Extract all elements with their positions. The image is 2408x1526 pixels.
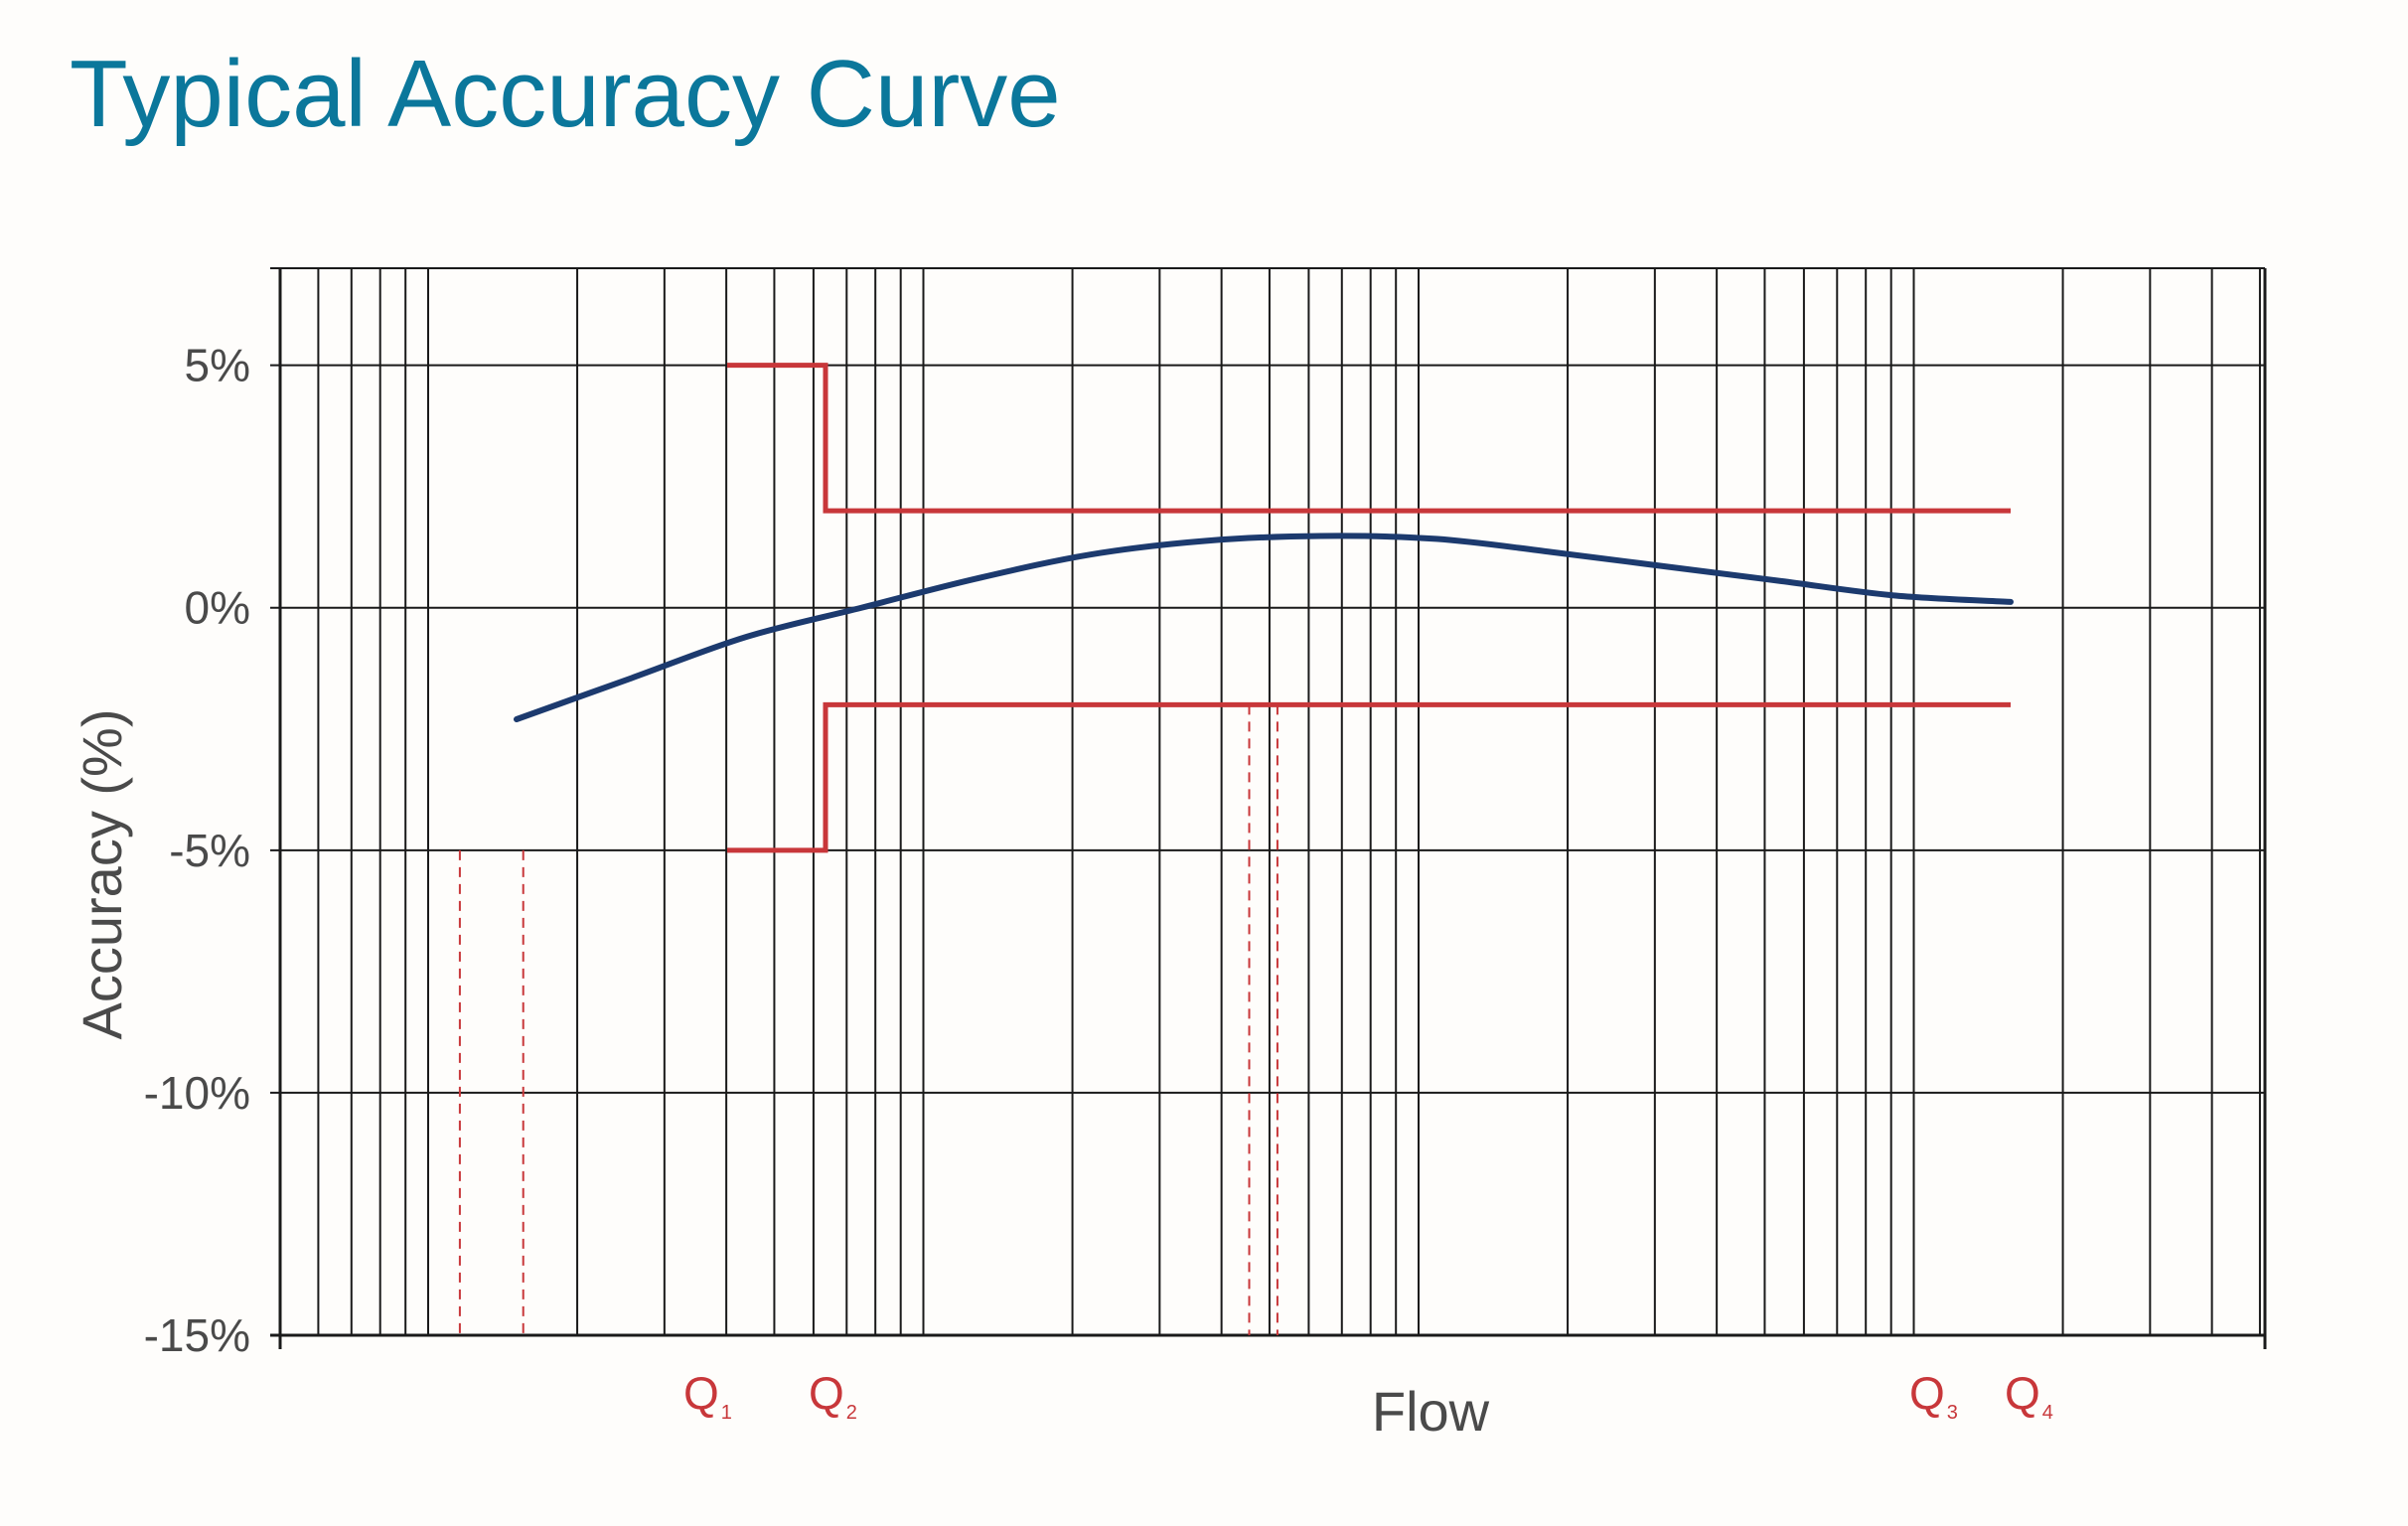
y-tick-label: 0% bbox=[185, 582, 250, 634]
y-axis-label: Accuracy (%) bbox=[71, 709, 133, 1040]
upper-limit-line bbox=[727, 363, 2011, 514]
accuracy-curve bbox=[514, 533, 2014, 723]
y-tick-label: -15% bbox=[144, 1309, 250, 1361]
axis-labels: Flow Accuracy (%) bbox=[71, 709, 1490, 1443]
y-tick-label: -5% bbox=[169, 825, 250, 876]
chart-title: Typical Accuracy Curve bbox=[70, 41, 1061, 147]
vertical-gridlines bbox=[317, 268, 2261, 1335]
y-tick-label: 5% bbox=[185, 340, 250, 391]
lower-limit-line bbox=[727, 701, 2011, 853]
y-tick-labels: 5% 0% -5% -10% -15% bbox=[144, 340, 250, 1361]
y-tick-label: -10% bbox=[144, 1067, 250, 1119]
plot-frame bbox=[270, 267, 2267, 1349]
error-limits bbox=[727, 363, 2011, 853]
accuracy-curve-line bbox=[514, 533, 2014, 723]
x-axis-label: Flow bbox=[1372, 1380, 1490, 1443]
